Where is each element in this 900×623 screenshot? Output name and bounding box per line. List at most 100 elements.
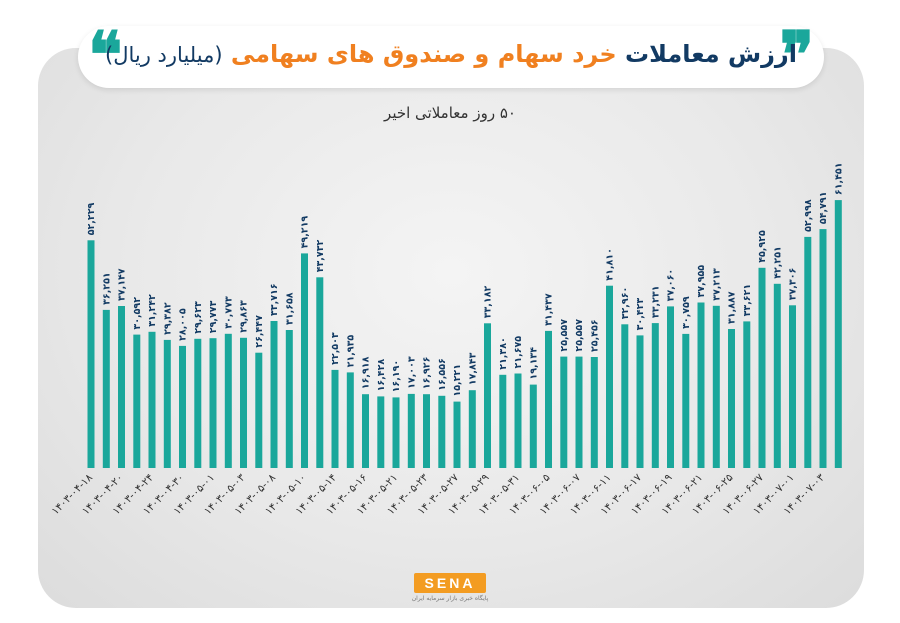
data-label-11: ۲۹,۸۶۳: [239, 300, 250, 333]
data-label-42: ۳۷,۲۱۳: [711, 268, 722, 301]
bar-7: [179, 345, 186, 468]
bar-38: [651, 323, 659, 468]
bar-31: [545, 330, 552, 468]
bar-12: [255, 352, 263, 468]
bar-37: [636, 335, 644, 468]
data-label-31: ۳۱,۴۳۷: [544, 293, 555, 326]
bar-21: [392, 397, 400, 468]
data-label-26: ۱۷,۸۴۳: [467, 352, 478, 385]
bar-46: [773, 283, 781, 468]
data-label-44: ۳۳,۶۲۱: [742, 284, 753, 317]
data-label-30: ۱۹,۱۳۴: [528, 347, 539, 380]
data-label-50: ۶۱,۴۵۱: [833, 162, 844, 195]
bar-42: [712, 305, 720, 468]
quote-close-icon: ❝: [88, 18, 123, 93]
bar-27: [484, 323, 491, 468]
bar-30: [529, 384, 537, 468]
data-label-32: ۲۵,۵۵۷: [559, 319, 570, 352]
data-label-40: ۳۰,۷۵۹: [681, 296, 692, 329]
bar-3: [118, 306, 125, 468]
data-label-29: ۲۱,۶۷۵: [513, 336, 524, 369]
data-label-49: ۵۴,۷۹۱: [818, 191, 829, 224]
data-label-19: ۱۶,۹۱۸: [361, 356, 372, 389]
data-label-8: ۲۹,۶۲۳: [193, 301, 204, 334]
bar-20: [377, 396, 385, 468]
bar-16: [316, 277, 324, 468]
bar-28: [499, 374, 507, 468]
chart-card: [38, 48, 864, 608]
bar-41: [697, 302, 705, 468]
data-label-13: ۳۳,۷۱۶: [269, 283, 280, 316]
data-label-41: ۳۷,۹۵۵: [696, 265, 707, 298]
title-banner: ❞ ❝ ارزش معاملات خرد سهام و صندوق های سه…: [78, 18, 824, 93]
bar-13: [270, 321, 278, 468]
data-label-15: ۴۹,۲۱۹: [300, 216, 311, 249]
data-label-5: ۳۱,۲۴۲: [147, 294, 158, 327]
bar-35: [606, 285, 613, 468]
title-unit: (میلیارد ریال): [105, 43, 223, 67]
data-label-27: ۳۳,۱۸۲: [483, 285, 494, 318]
bar-23: [423, 394, 430, 468]
data-label-2: ۳۶,۲۵۱: [101, 272, 112, 305]
data-label-39: ۳۷,۰۶۰: [666, 269, 677, 302]
data-label-38: ۳۳,۲۳۱: [650, 285, 661, 318]
bar-14: [285, 330, 293, 468]
sena-logo: SENA: [414, 573, 486, 593]
bar-2: [102, 309, 110, 468]
bar-45: [758, 267, 766, 468]
data-label-25: ۱۵,۲۲۱: [452, 364, 463, 397]
bar-4: [133, 334, 141, 468]
data-label-22: ۱۷,۰۰۳: [406, 356, 417, 389]
data-label-43: ۳۱,۸۸۷: [727, 291, 738, 324]
bar-17: [331, 369, 339, 468]
bar-36: [621, 324, 629, 468]
bar-19: [362, 394, 369, 468]
data-label-20: ۱۶,۴۲۸: [376, 359, 387, 392]
data-label-10: ۳۰,۷۷۳: [223, 296, 234, 329]
bar-40: [682, 333, 690, 468]
bar-22: [407, 393, 415, 468]
bar-1: [87, 240, 95, 468]
data-label-24: ۱۶,۵۵۶: [437, 358, 448, 391]
data-label-1: ۵۲,۲۲۹: [86, 202, 97, 235]
bar-44: [743, 321, 751, 468]
data-label-12: ۲۶,۴۴۷: [254, 315, 265, 348]
data-label-46: ۴۲,۲۵۱: [772, 246, 783, 279]
bar-24: [438, 395, 446, 468]
bar-8: [194, 338, 202, 468]
data-label-34: ۲۵,۴۵۶: [589, 319, 600, 352]
data-label-18: ۲۱,۹۳۵: [345, 335, 356, 368]
data-label-23: ۱۶,۹۲۶: [422, 357, 433, 390]
bar-25: [453, 401, 461, 468]
data-label-4: ۳۰,۵۹۲: [132, 297, 143, 330]
data-label-3: ۳۷,۱۴۷: [117, 268, 128, 301]
bar-9: [209, 338, 217, 468]
title-part2: خرد سهام و صندوق های سهامی: [230, 40, 617, 68]
bar-10: [224, 333, 232, 468]
bar-49: [819, 229, 827, 468]
data-label-14: ۳۱,۶۵۸: [284, 292, 295, 325]
data-label-48: ۵۲,۹۹۸: [803, 199, 814, 232]
data-label-21: ۱۶,۱۹۰: [391, 360, 402, 393]
title-part1: ارزش معاملات: [625, 40, 797, 68]
bar-6: [163, 339, 171, 468]
bar-34: [590, 357, 598, 468]
bar-32: [560, 356, 568, 468]
data-label-6: ۲۹,۳۸۲: [162, 302, 173, 335]
data-label-45: ۴۵,۹۲۵: [757, 230, 768, 263]
data-label-28: ۲۱,۳۸۰: [498, 337, 509, 370]
bar-47: [789, 305, 796, 468]
bar-50: [834, 200, 842, 468]
bar-11: [240, 337, 247, 468]
bar-26: [468, 390, 476, 468]
data-label-7: ۲۸,۰۰۵: [178, 308, 189, 341]
data-label-16: ۴۳,۷۳۲: [315, 239, 326, 272]
logo-subtitle: پایگاه خبری بازار سرمایه ایران: [411, 595, 489, 602]
bar-39: [667, 306, 674, 468]
bar-33: [575, 356, 583, 468]
data-label-17: ۲۲,۵۰۳: [330, 332, 341, 365]
data-label-47: ۳۷,۳۰۶: [788, 268, 799, 301]
bar-29: [514, 373, 522, 468]
data-label-9: ۲۹,۷۷۳: [208, 300, 219, 333]
